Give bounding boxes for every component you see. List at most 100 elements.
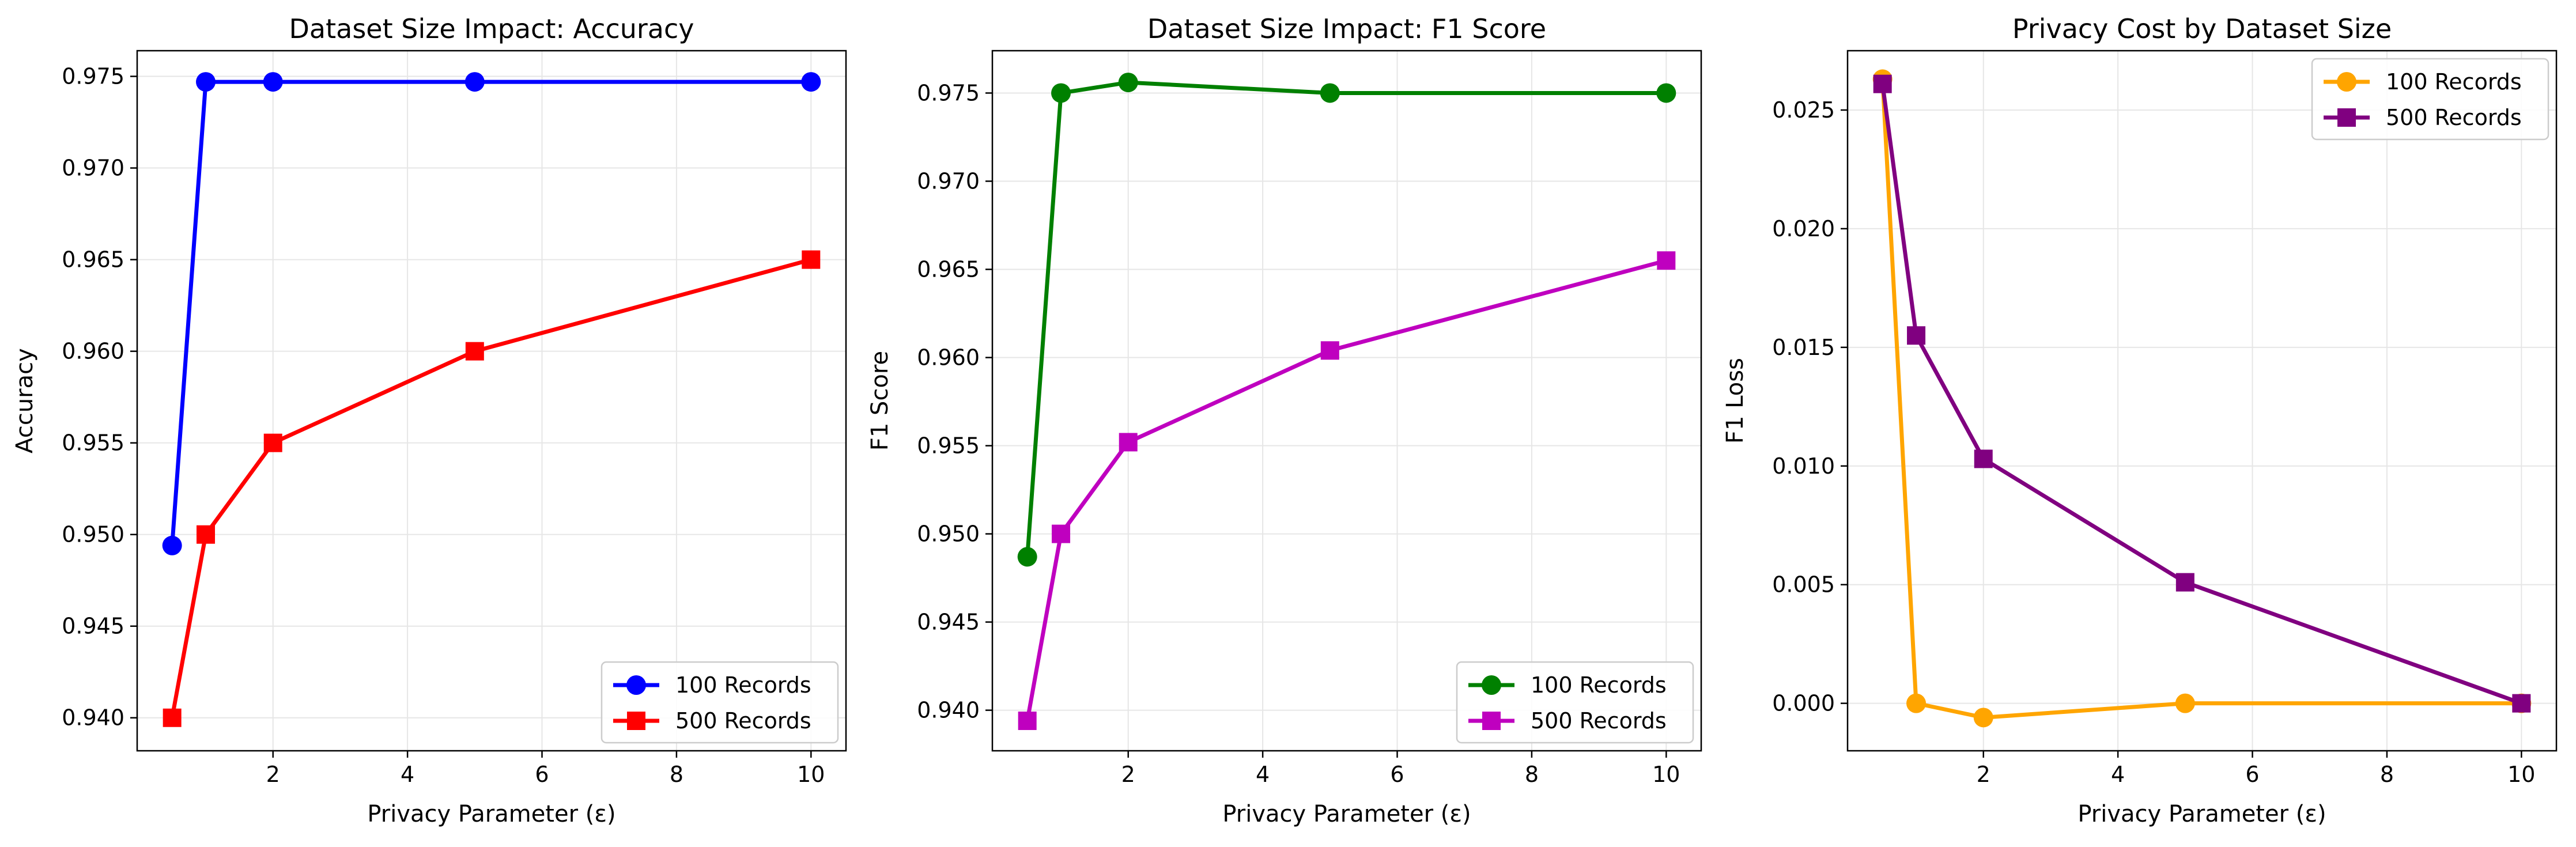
y-tick-label-4: 0.020: [1772, 216, 1835, 241]
y-tick-label-5: 0.965: [917, 256, 980, 282]
data-point-s1-0: [1017, 547, 1037, 567]
series-line-1: [1025, 80, 1667, 557]
data-point-s2-3: [1320, 341, 1339, 360]
data-point-s1-3: [1320, 83, 1340, 103]
legend-frame: [1456, 661, 1694, 744]
y-tick-label-7: 0.975: [62, 64, 124, 89]
x-tick-label-4: 10: [1652, 762, 1680, 787]
data-point-s2-3: [465, 342, 484, 361]
legend-marker-2: [627, 712, 645, 730]
legend-label-1: 100 Records: [1531, 672, 1667, 698]
data-point-s1-1: [1051, 83, 1071, 103]
y-tick-label-5: 0.025: [1772, 97, 1835, 123]
y-tick-label-4: 0.960: [62, 339, 124, 364]
legend: 100 Records 500 Records: [2311, 58, 2549, 141]
series-line-1: [170, 80, 811, 546]
data-point-s1-4: [801, 72, 821, 92]
legend-marker-1: [2337, 72, 2356, 92]
y-tick-label-2: 0.950: [917, 521, 980, 547]
series-line-2: [1880, 84, 2522, 705]
data-point-s2-4: [2512, 694, 2531, 713]
chart-panel-2: 2 4 6 8 10 0.940 0.945 0.950 0.955 0.960 0.965 0.97…: [867, 13, 1702, 827]
data-point-s1-1: [1906, 693, 1927, 713]
legend-frame: [600, 661, 839, 744]
x-tick-label-3: 8: [1525, 762, 1539, 787]
chart-title: Dataset Size Impact: Accuracy: [289, 13, 694, 44]
chart-panel-1: 2 4 6 8 10 0.940 0.945 0.950 0.955 0.960 0.965 0.97…: [12, 13, 847, 827]
y-tick-label-5: 0.965: [62, 247, 124, 273]
x-tick-label-0: 2: [1121, 762, 1135, 787]
x-tick-label-2: 6: [535, 762, 549, 787]
legend-marker-1: [626, 675, 646, 695]
data-point-s2-4: [802, 250, 821, 269]
data-point-s2-4: [1657, 251, 1676, 270]
data-point-s1-3: [464, 72, 485, 92]
x-tick-label-1: 4: [401, 762, 414, 787]
y-tick-label-3: 0.955: [917, 433, 980, 459]
y-tick-label-6: 0.970: [62, 156, 124, 181]
chart-title: Dataset Size Impact: F1 Score: [1147, 13, 1546, 44]
legend-marker-2: [2337, 108, 2356, 127]
data-point-s2-0: [1873, 74, 1892, 93]
data-point-s2-1: [1052, 524, 1071, 543]
data-point-s2-0: [163, 708, 182, 727]
data-point-s2-1: [197, 525, 216, 544]
data-point-s1-2: [263, 72, 283, 92]
legend-label-2: 500 Records: [675, 708, 811, 733]
data-point-s1-4: [1656, 83, 1676, 103]
series-line-2: [170, 258, 812, 719]
x-tick-label-3: 8: [670, 762, 683, 787]
y-tick-label-2: 0.010: [1772, 453, 1835, 479]
data-point-s2-2: [263, 433, 282, 452]
x-tick-label-2: 6: [1390, 762, 1404, 787]
x-tick-label-1: 4: [2111, 762, 2125, 787]
legend-label-2: 500 Records: [2386, 105, 2522, 130]
y-tick-label-6: 0.970: [917, 168, 980, 194]
legend-label-2: 500 Records: [1531, 708, 1667, 733]
y-axis-label: Accuracy: [12, 348, 38, 453]
y-axis-label: F1 Score: [867, 351, 893, 451]
legend-marker-2: [1482, 712, 1501, 730]
data-point-s1-0: [162, 535, 182, 555]
axes-frame: [136, 50, 847, 752]
legend-marker-1: [1482, 675, 1501, 695]
x-axis-label: Privacy Parameter (ε): [1222, 801, 1471, 827]
data-point-s2-0: [1018, 711, 1037, 730]
x-tick-label-1: 4: [1256, 762, 1270, 787]
y-tick-label-3: 0.015: [1772, 335, 1835, 360]
x-tick-label-4: 10: [797, 762, 825, 787]
legend-label-1: 100 Records: [2386, 69, 2522, 94]
chart-title: Privacy Cost by Dataset Size: [2012, 13, 2392, 44]
y-tick-label-1: 0.945: [917, 610, 980, 635]
data-point-s2-2: [1119, 433, 1138, 452]
y-axis-label: F1 Loss: [1722, 358, 1748, 444]
y-tick-label-3: 0.955: [62, 430, 124, 456]
data-point-s1-1: [196, 72, 216, 92]
y-tick-label-4: 0.960: [917, 345, 980, 370]
x-axis-label: Privacy Parameter (ε): [367, 801, 615, 827]
y-tick-label-0: 0.940: [62, 705, 124, 731]
y-tick-label-1: 0.005: [1772, 572, 1835, 598]
y-tick-label-0: 0.940: [917, 698, 980, 723]
axes-frame: [991, 50, 1702, 752]
data-point-s2-3: [2175, 573, 2194, 592]
chart-panel-3: 2 4 6 8 10 0.000 0.005 0.010 0.015 0.020 0.025 Priv…: [1722, 13, 2558, 827]
series-line-2: [1025, 258, 1667, 721]
data-point-s1-2: [1973, 708, 1993, 728]
data-point-s2-1: [1907, 326, 1926, 345]
y-tick-label-1: 0.945: [62, 614, 124, 639]
data-point-s1-2: [1118, 73, 1138, 93]
x-tick-label-4: 10: [2507, 762, 2535, 787]
series-line-1: [1880, 79, 2522, 720]
data-point-s1-3: [2175, 693, 2195, 713]
y-tick-label-0: 0.000: [1772, 691, 1835, 716]
legend-label-1: 100 Records: [675, 672, 811, 698]
axes-frame: [1846, 50, 2558, 752]
legend: 100 Records 500 Records: [1456, 661, 1694, 744]
x-tick-label-0: 2: [1977, 762, 1990, 787]
y-tick-label-2: 0.950: [62, 522, 124, 547]
y-tick-label-7: 0.975: [917, 80, 980, 105]
x-axis-label: Privacy Parameter (ε): [2078, 801, 2326, 827]
